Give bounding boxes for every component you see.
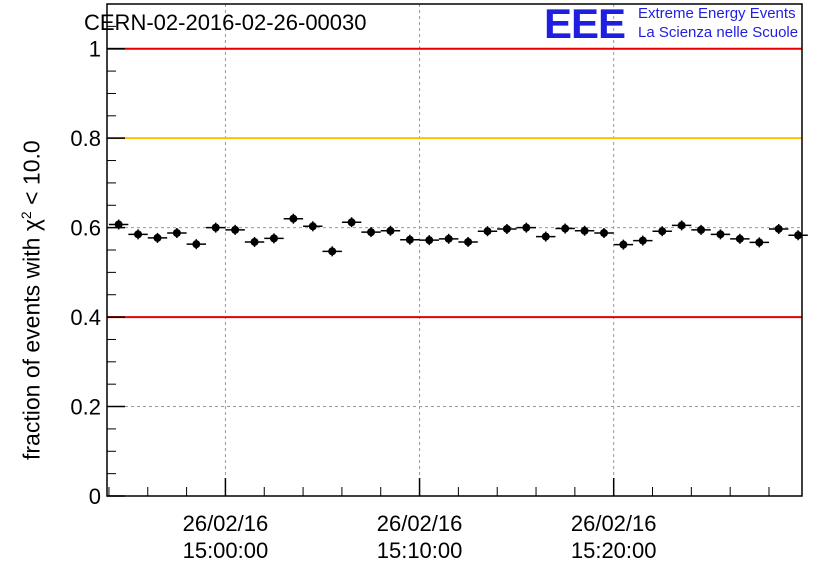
- data-marker: [774, 224, 783, 233]
- data-marker: [114, 220, 123, 229]
- y-tick-label: 1: [89, 37, 101, 62]
- y-tick-label: 0.6: [70, 216, 101, 241]
- x-tick-label-date: 26/02/16: [183, 511, 269, 536]
- data-marker: [697, 225, 706, 234]
- data-marker: [444, 234, 453, 243]
- data-point: [322, 246, 342, 257]
- data-marker: [658, 227, 667, 236]
- data-marker: [231, 225, 240, 234]
- y-tick-label: 0.8: [70, 126, 101, 151]
- data-marker: [755, 238, 764, 247]
- data-marker: [425, 236, 434, 245]
- data-marker: [192, 240, 201, 249]
- data-point: [167, 228, 187, 239]
- data-point: [400, 234, 420, 245]
- data-marker: [502, 224, 511, 233]
- data-marker: [308, 222, 317, 231]
- data-points: [108, 213, 808, 257]
- data-point: [710, 229, 731, 240]
- y-tick-label: 0.2: [70, 395, 101, 420]
- data-point: [341, 217, 362, 228]
- data-point: [749, 237, 769, 248]
- data-marker: [250, 237, 259, 246]
- data-marker: [386, 226, 395, 235]
- y-axis-label-text: fraction of events with χ: [18, 219, 45, 460]
- data-marker: [211, 223, 220, 232]
- data-marker: [328, 247, 337, 256]
- chart-title: CERN-02-2016-02-26-00030: [84, 10, 367, 35]
- y-axis-label: fraction of events with χ2 < 10.0: [18, 0, 58, 460]
- data-point: [516, 222, 537, 233]
- data-point: [768, 223, 789, 234]
- data-point: [225, 224, 245, 235]
- threshold-lines: [107, 47, 802, 319]
- plot-frame: [106, 3, 803, 497]
- data-point: [633, 235, 653, 246]
- logo-caption-line2: La Scienza nelle Scuole: [638, 24, 799, 41]
- data-marker: [522, 223, 531, 232]
- data-marker: [619, 240, 628, 249]
- data-marker: [794, 231, 803, 240]
- x-tick-label-time: 15:20:00: [571, 538, 657, 563]
- data-point: [128, 229, 148, 240]
- axes: 00.20.40.60.8126/02/1615:00:0026/02/1615…: [70, 25, 770, 563]
- data-marker: [677, 221, 686, 230]
- data-point: [574, 225, 595, 236]
- data-point: [438, 233, 459, 244]
- data-point: [477, 226, 498, 237]
- data-marker: [716, 230, 725, 239]
- data-point: [555, 223, 575, 234]
- data-point: [380, 225, 401, 236]
- y-tick-label: 0: [89, 484, 101, 509]
- data-marker: [289, 214, 298, 223]
- data-point: [303, 221, 323, 232]
- data-marker: [561, 224, 570, 233]
- data-marker: [367, 228, 376, 237]
- data-marker: [483, 227, 492, 236]
- data-marker: [153, 233, 162, 242]
- data-point: [244, 236, 265, 247]
- data-point: [147, 232, 168, 243]
- data-point: [186, 239, 207, 250]
- data-marker: [735, 234, 744, 243]
- logo-caption: Extreme Energy Events La Scienza nelle S…: [638, 4, 798, 42]
- data-point: [283, 213, 304, 224]
- data-point: [264, 233, 284, 244]
- x-tick-label-time: 15:00:00: [183, 538, 269, 563]
- data-point: [206, 222, 226, 233]
- data-point: [594, 228, 614, 239]
- y-axis-label-tail: < 10.0: [18, 140, 45, 212]
- data-point: [536, 231, 556, 242]
- y-axis-label-sup: 2: [18, 211, 34, 220]
- data-point: [497, 223, 517, 234]
- data-marker: [464, 237, 473, 246]
- data-marker: [599, 229, 608, 238]
- data-marker: [405, 235, 414, 244]
- data-point: [361, 227, 381, 238]
- data-point: [691, 224, 711, 235]
- data-marker: [269, 234, 278, 243]
- grid: [107, 4, 802, 496]
- data-marker: [172, 229, 181, 238]
- data-marker: [580, 226, 589, 235]
- data-point: [788, 230, 808, 241]
- data-marker: [541, 232, 550, 241]
- y-tick-label: 0.4: [70, 305, 101, 330]
- logo-caption-line1: Extreme Energy Events: [638, 5, 796, 22]
- data-point: [613, 239, 634, 250]
- data-marker: [638, 236, 647, 245]
- data-point: [458, 236, 478, 247]
- data-point: [108, 219, 129, 230]
- eee-logo: EEE: [544, 0, 626, 47]
- data-point: [419, 235, 439, 246]
- data-marker: [134, 230, 143, 239]
- x-tick-label-date: 26/02/16: [377, 511, 463, 536]
- data-point: [652, 226, 672, 237]
- x-tick-label-date: 26/02/16: [571, 511, 657, 536]
- data-point: [671, 220, 692, 231]
- data-point: [730, 233, 750, 244]
- x-tick-label-time: 15:10:00: [377, 538, 463, 563]
- data-marker: [347, 218, 356, 227]
